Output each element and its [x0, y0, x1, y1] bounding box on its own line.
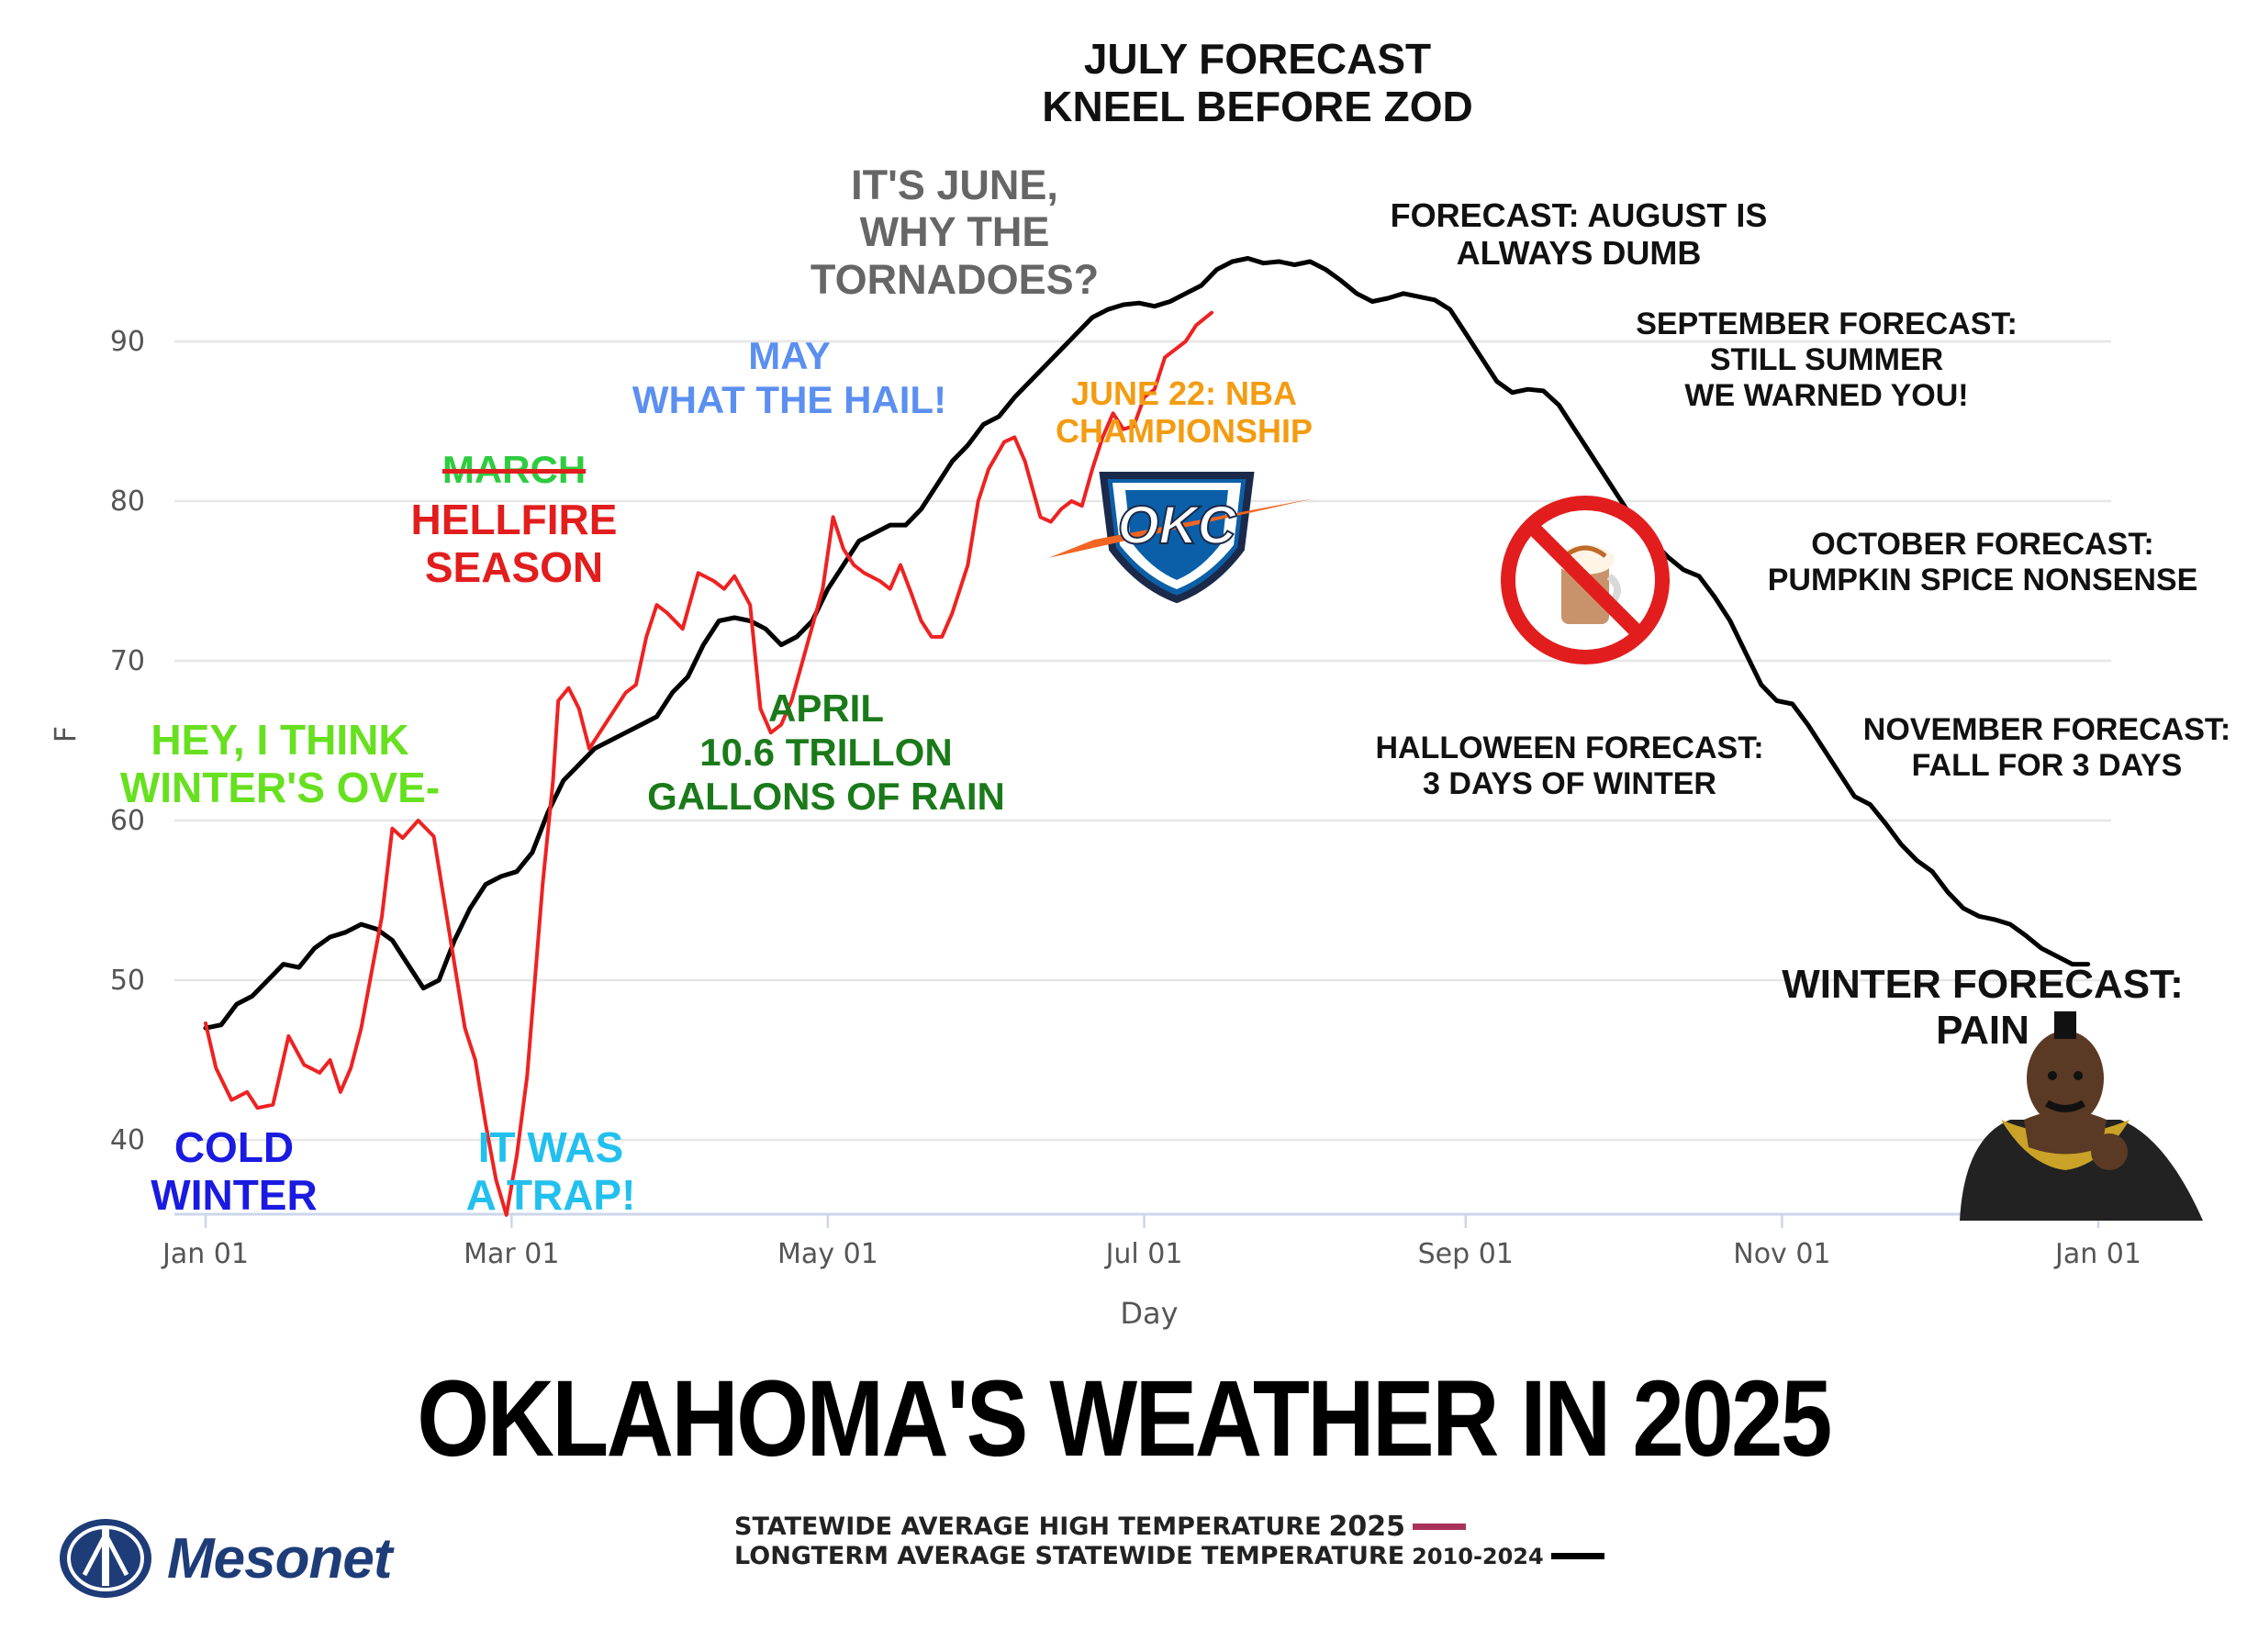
annotation-it-was-a-trap: IT WAS A TRAP!	[465, 1123, 636, 1220]
legend-item-longterm: LONGTERM AVERAGE STATEWIDE TEMPERATURE 2…	[734, 1542, 1604, 1570]
mr-t-portrait-icon	[1960, 1011, 2203, 1221]
legend-swatch-longterm	[1550, 1553, 1604, 1559]
legend-item-2025: STATEWIDE AVERAGE HIGH TEMPERATURE 2025	[734, 1511, 1467, 1543]
annotation-june-tornadoes: IT'S JUNE, WHY THE TORNADOES?	[810, 162, 1100, 303]
annotation-march-struck: MARCH	[442, 448, 587, 491]
x-tick-label: Nov 01	[1733, 1238, 1830, 1270]
annotation-november: NOVEMBER FORECAST: FALL FOR 3 DAYS	[1862, 712, 2231, 783]
x-tick-label: Jan 01	[2053, 1238, 2141, 1270]
series-lines	[203, 256, 2091, 1217]
annotation-winter-pain: WINTER FORECAST: PAIN	[1782, 962, 2184, 1054]
y-tick-label: 70	[110, 645, 145, 677]
annotation-winter-over: HEY, I THINK WINTER'S OVE-	[119, 716, 441, 812]
y-axis-title: F	[48, 726, 83, 742]
annotation-october: OCTOBER FORECAST: PUMPKIN SPICE NONSENSE	[1767, 527, 2198, 597]
annotation-september: SEPTEMBER FORECAST: STILL SUMMER WE WARN…	[1636, 307, 2018, 413]
legend-label-2025: STATEWIDE AVERAGE HIGH TEMPERATURE	[734, 1512, 1322, 1541]
x-tick-label: May 01	[777, 1238, 878, 1270]
x-tick-label: Jan 01	[161, 1238, 249, 1270]
legend-year-2025: 2025	[1328, 1511, 1406, 1543]
legend-label-longterm: LONGTERM AVERAGE STATEWIDE TEMPERATURE	[734, 1542, 1405, 1570]
annotation-may-hail: MAY WHAT THE HAIL!	[632, 334, 947, 421]
y-tick-label: 40	[110, 1124, 145, 1156]
annotation-august: FORECAST: AUGUST IS ALWAYS DUMB	[1390, 196, 1768, 273]
x-tick-label: Sep 01	[1418, 1238, 1514, 1270]
annotation-april-rain: APRIL 10.6 TRILLON GALLONS OF RAIN	[647, 686, 1005, 818]
x-axis-ticks: Jan 01 Mar 01 May 01 Jul 01 Sep 01 Nov 01 Jan …	[161, 1214, 2141, 1270]
svg-text:OKC: OKC	[1118, 496, 1237, 555]
x-axis-title: Day	[1120, 1296, 1178, 1331]
no-pumpkin-spice-icon	[1501, 496, 1670, 664]
y-tick-label: 50	[110, 965, 145, 997]
annotation-halloween: HALLOWEEN FORECAST: 3 DAYS OF WINTER	[1375, 731, 1764, 801]
annotation-cold-winter: COLD WINTER	[151, 1123, 318, 1220]
mesonet-logo: Mesonet	[57, 1516, 392, 1601]
series-line-longterm	[203, 256, 2091, 1031]
chart-title: OKLAHOMA'S WEATHER IN 2025	[417, 1358, 1832, 1479]
annotation-hellfire-season: HELLFIRE SEASON	[410, 496, 618, 592]
y-axis-ticks: 40 50 60 70 80 90	[110, 326, 145, 1156]
series-line-2025	[204, 310, 1213, 1217]
y-tick-label: 90	[110, 326, 145, 358]
legend-swatch-2025	[1413, 1524, 1467, 1530]
annotation-nba-championship: JUNE 22: NBA CHAMPIONSHIP	[1055, 374, 1314, 451]
x-tick-label: Jul 01	[1104, 1238, 1183, 1270]
okc-logo-icon: OKC	[1048, 472, 1314, 604]
mesonet-wordmark: Mesonet	[167, 1526, 392, 1591]
legend-years-longterm: 2010-2024	[1412, 1543, 1544, 1569]
mesonet-globe-icon	[60, 1519, 151, 1598]
y-tick-label: 60	[110, 805, 145, 837]
x-tick-label: Mar 01	[464, 1238, 559, 1270]
y-tick-label: 80	[110, 486, 145, 518]
annotation-july-forecast: JULY FORECAST KNEEL BEFORE ZOD	[1042, 35, 1473, 131]
